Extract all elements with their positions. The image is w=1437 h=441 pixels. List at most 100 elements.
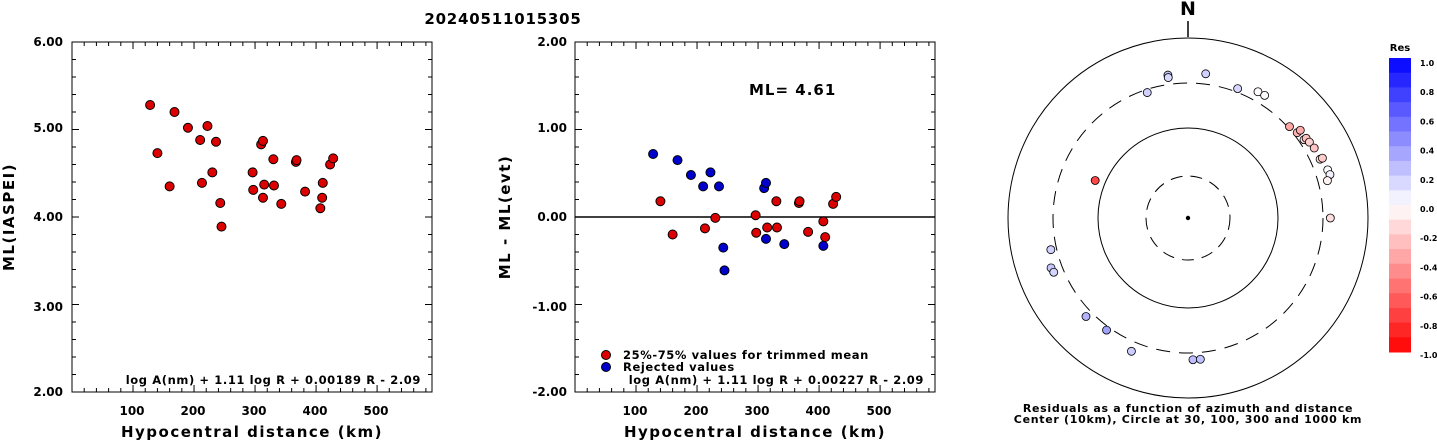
- colorbar-block: [1389, 337, 1411, 353]
- magnitude-point: [211, 136, 221, 147]
- plot1-ytick: 5.00: [33, 121, 63, 135]
- colorbar-tick-label: -0.8: [1420, 322, 1437, 331]
- magnitude-point: [182, 122, 193, 133]
- plot2-ytick: -1.00: [532, 300, 567, 314]
- colorbar-block: [1389, 102, 1411, 118]
- station-residual-point: [1142, 88, 1152, 97]
- colorbar-block: [1389, 263, 1411, 279]
- station-residual-point: [1081, 312, 1091, 321]
- station-residual-point: [1304, 137, 1314, 147]
- magnitude-point: [291, 155, 302, 166]
- colorbar-block: [1389, 146, 1411, 162]
- station-residual-point: [1163, 73, 1173, 82]
- residual-point: [750, 210, 761, 221]
- magnitude-point: [215, 198, 226, 208]
- station-residual-point: [1260, 90, 1270, 100]
- legend-label-rejected: Rejected values: [623, 360, 735, 374]
- colorbar-block: [1389, 322, 1411, 338]
- residual-point: [779, 239, 790, 250]
- plot2-xtick: 300: [744, 404, 769, 418]
- magnitude-point: [216, 221, 227, 232]
- colorbar-block: [1389, 205, 1411, 221]
- residual-point: [771, 222, 782, 233]
- colorbar-blocks: [1389, 58, 1411, 353]
- station-residual-point: [1102, 325, 1111, 335]
- residual-point: [699, 223, 710, 234]
- legend-label-trimmed: 25%-75% values for trimmed mean: [623, 348, 869, 362]
- plot2-xtick: 200: [683, 404, 708, 418]
- colorbar-block: [1389, 293, 1411, 309]
- plot2-formula: log A(nm) + 1.11 log R + 0.00227 R - 2.0…: [629, 373, 924, 387]
- colorbar-title: Res: [1390, 43, 1410, 54]
- colorbar-tick-label: -1.0: [1420, 351, 1437, 360]
- colorbar-tick-label: -0.6: [1420, 293, 1437, 302]
- station-residual-point: [1127, 346, 1136, 356]
- residual-point: [831, 191, 842, 202]
- station-residual-point: [1090, 176, 1100, 185]
- station-residual-point: [1325, 213, 1335, 223]
- residual-point: [751, 227, 762, 238]
- residual-point: [667, 229, 678, 240]
- residual-point: [818, 216, 829, 227]
- plot2-x-axis-label: Hypocentral distance (km): [624, 423, 886, 441]
- magnitude-point: [328, 153, 339, 164]
- magnitude-point: [257, 192, 268, 203]
- residual-point: [672, 155, 683, 166]
- station-residual-point: [1295, 125, 1305, 135]
- colorbar-ticks: 1.0 0.8 0.6 0.4 0.2 0.0 -0.2 -0.4 -0.6 -0.8 -1.0: [1420, 59, 1437, 360]
- magnitude-vs-distance-plot: 100 200 300 400 500 2.00 3.00 4.00 5.00 …: [0, 35, 433, 441]
- residual-point: [655, 196, 666, 207]
- north-label: N: [1180, 0, 1196, 20]
- colorbar-block: [1389, 234, 1411, 250]
- ring-100km: [1097, 127, 1279, 309]
- colorbar-block: [1389, 87, 1411, 103]
- plot1-formula: log A(nm) + 1.11 log R + 0.00189 R - 2.0…: [126, 373, 421, 387]
- magnitude-point: [202, 121, 213, 131]
- ring-300km: [1052, 82, 1324, 354]
- colorbar-tick-label: 0.4: [1420, 147, 1435, 156]
- magnitude-point: [196, 177, 207, 188]
- ring-1000km: [1007, 37, 1369, 399]
- colorbar-block: [1389, 307, 1411, 324]
- plot1-ytick: 6.00: [33, 35, 63, 49]
- magnitude-point: [195, 135, 206, 145]
- magnitude-point: [164, 181, 175, 192]
- colorbar-tick-label: 0.0: [1420, 205, 1435, 214]
- plot2-xtick: 400: [805, 404, 830, 418]
- residual-point: [803, 226, 814, 237]
- polar-caption-line2: Center (10km), Circle at 30, 100, 300 an…: [1014, 413, 1362, 426]
- colorbar-block: [1389, 175, 1411, 191]
- residual-point: [714, 181, 724, 192]
- plot2-ticks: [574, 41, 935, 393]
- legend-marker-rejected: [601, 362, 611, 372]
- station-residual-point: [1285, 122, 1294, 132]
- plot1-points: [145, 100, 339, 232]
- plot2-ytick: 2.00: [537, 35, 567, 49]
- magnitude-point: [317, 177, 328, 188]
- colorbar-block: [1389, 116, 1411, 132]
- residual-point: [794, 196, 805, 207]
- residual-point: [705, 167, 716, 178]
- plot2-xtick: 100: [622, 404, 647, 418]
- magnitude-point: [145, 100, 156, 110]
- plot1-ytick: 3.00: [33, 300, 63, 314]
- polar-caption-line1: Residuals as a function of azimuth and d…: [1023, 402, 1353, 415]
- magnitude-point: [152, 148, 163, 159]
- plot2-points: [648, 149, 842, 276]
- plot1-xtick: 500: [363, 404, 388, 418]
- residual-point: [771, 196, 782, 207]
- residual-point: [760, 177, 771, 188]
- polar-points: [1046, 69, 1335, 365]
- plot1-ytick: 4.00: [33, 210, 63, 224]
- colorbar-block: [1389, 190, 1411, 206]
- plot1-xtick: 100: [119, 404, 144, 418]
- station-residual-point: [1323, 176, 1332, 186]
- colorbar-tick-label: 0.6: [1420, 117, 1435, 126]
- station-residual-point: [1309, 143, 1319, 153]
- residual-point: [718, 242, 729, 253]
- residual-point: [685, 170, 696, 180]
- plot1-y-axis-label: ML(IASPEI): [0, 163, 18, 271]
- residual-vs-distance-plot: 100 200 300 400 500 -2.00 -1.00 0.00 1.0…: [496, 35, 936, 441]
- plot1-ytick: 2.00: [33, 385, 63, 399]
- residual-point: [698, 181, 709, 192]
